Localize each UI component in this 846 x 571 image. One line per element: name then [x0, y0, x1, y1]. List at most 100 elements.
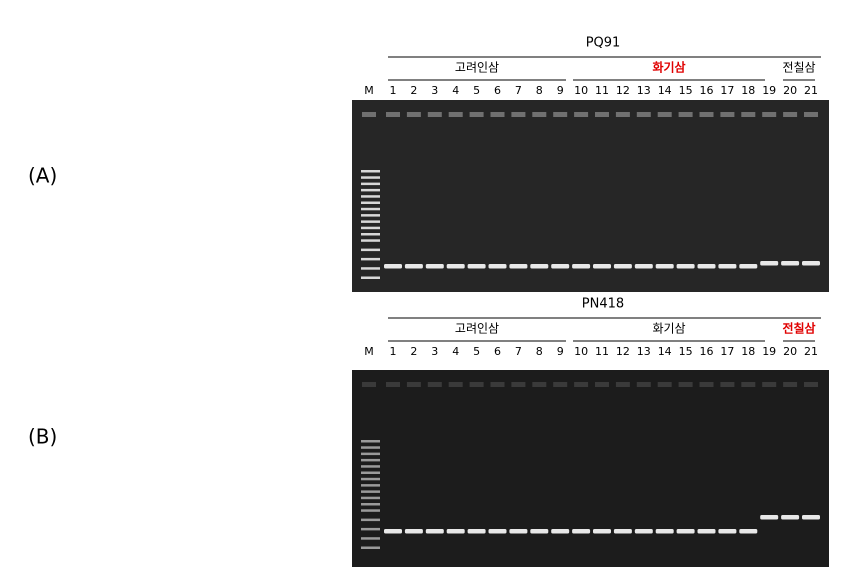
well — [469, 112, 484, 117]
well — [678, 382, 693, 387]
ladder-band — [361, 201, 380, 204]
ladder-band — [361, 546, 380, 549]
lane-label: 16 — [700, 84, 714, 97]
lane-label: 5 — [473, 84, 480, 97]
well — [362, 112, 376, 117]
lane-label: 3 — [431, 84, 438, 97]
well — [386, 382, 400, 387]
lane-label: 20 — [783, 84, 797, 97]
ladder-band — [361, 239, 380, 242]
band — [509, 264, 528, 269]
lane-label: 9 — [557, 345, 564, 358]
well — [741, 112, 756, 117]
lane-label: 12 — [616, 84, 630, 97]
well — [615, 112, 630, 117]
band — [718, 264, 737, 269]
band — [802, 261, 820, 266]
band — [676, 264, 695, 269]
well — [386, 112, 400, 117]
band — [425, 264, 444, 269]
band — [697, 529, 716, 534]
gel — [352, 100, 829, 292]
band — [760, 261, 779, 266]
lane-label: 8 — [536, 345, 543, 358]
lane-label: 20 — [783, 345, 797, 358]
ladder-band — [361, 188, 380, 192]
lane-label: 17 — [720, 84, 734, 97]
band — [718, 529, 737, 534]
group-label: 전칠삼 — [782, 321, 815, 336]
lane-label: 8 — [536, 84, 543, 97]
well — [574, 112, 589, 117]
ladder-band — [361, 527, 380, 531]
band — [613, 264, 632, 269]
band — [613, 529, 632, 534]
lane-label: 4 — [452, 84, 459, 97]
well — [406, 112, 421, 117]
ladder-band — [361, 440, 380, 443]
well — [678, 112, 693, 117]
band — [676, 529, 695, 534]
well — [762, 382, 777, 387]
well — [553, 112, 568, 117]
band — [634, 264, 653, 269]
ladder-band — [361, 509, 380, 512]
ladder-band — [361, 452, 380, 456]
band — [509, 529, 528, 534]
group-label: 화기삼 — [652, 60, 685, 75]
ladder-band — [361, 267, 380, 270]
band — [697, 264, 716, 269]
ladder-band — [361, 458, 380, 462]
lane-label: 6 — [494, 84, 501, 97]
ladder-band — [361, 195, 380, 198]
lane-label: 16 — [700, 345, 714, 358]
well — [448, 382, 463, 387]
ladder-band — [361, 537, 380, 540]
well — [615, 382, 630, 387]
band — [404, 264, 423, 269]
well — [448, 112, 463, 117]
band — [384, 529, 402, 534]
well — [406, 382, 421, 387]
lane-label: 18 — [741, 84, 755, 97]
ladder-band — [361, 471, 380, 474]
band — [384, 264, 402, 269]
well — [427, 112, 442, 117]
band — [781, 261, 800, 266]
well — [532, 112, 547, 117]
gel — [352, 370, 829, 567]
lane-label: 19 — [762, 345, 776, 358]
band — [530, 264, 549, 269]
panel-label: (B) — [28, 425, 57, 449]
band — [655, 529, 674, 534]
well — [783, 112, 798, 117]
ladder-band — [361, 214, 380, 217]
lane-label: 4 — [452, 345, 459, 358]
lane-label: 12 — [616, 345, 630, 358]
lane-label: 15 — [679, 84, 693, 97]
band — [530, 529, 549, 534]
band — [593, 264, 611, 269]
well — [720, 112, 735, 117]
band — [488, 264, 507, 269]
well — [490, 382, 505, 387]
lane-label: 15 — [679, 345, 693, 358]
group-label: 화기삼 — [652, 322, 685, 336]
lane-label: 3 — [431, 345, 438, 358]
band — [781, 515, 800, 520]
ladder-band — [361, 233, 380, 236]
well — [574, 382, 589, 387]
lane-label: 10 — [574, 345, 588, 358]
lane-label: 11 — [595, 345, 609, 358]
well — [427, 382, 442, 387]
band — [467, 264, 486, 269]
band — [739, 529, 758, 534]
well — [762, 112, 777, 117]
panel-label: (A) — [28, 164, 57, 188]
lane-label: 2 — [410, 84, 417, 97]
lane-label: 9 — [557, 84, 564, 97]
lane-label: 14 — [658, 84, 672, 97]
ladder-band — [361, 503, 380, 506]
well — [362, 382, 376, 387]
lane-label: 11 — [595, 84, 609, 97]
